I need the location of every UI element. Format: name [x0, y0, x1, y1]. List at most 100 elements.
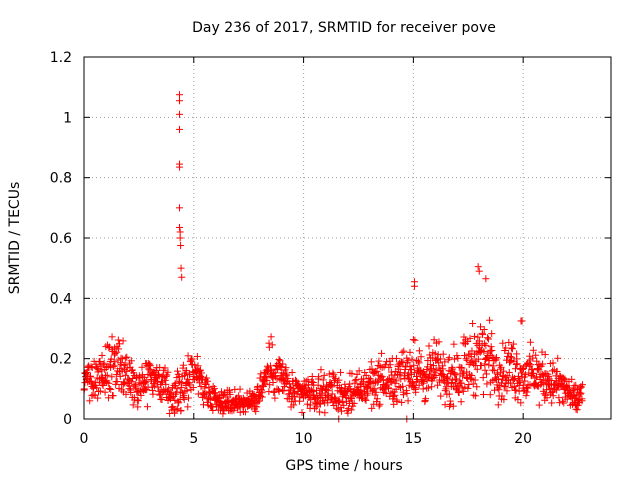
data-point — [122, 354, 130, 362]
data-point — [457, 379, 465, 387]
data-point — [488, 346, 496, 354]
data-point — [336, 398, 344, 406]
data-point — [223, 397, 231, 405]
data-point — [176, 97, 184, 105]
data-point — [361, 369, 369, 377]
data-point — [275, 386, 283, 394]
x-axis: 0 5 10 15 20 — [80, 57, 532, 447]
data-point — [176, 91, 184, 99]
data-point — [578, 397, 586, 405]
data-point — [178, 379, 186, 387]
data-point — [199, 389, 207, 397]
data-point — [98, 373, 106, 381]
data-point — [579, 381, 587, 389]
data-point — [431, 350, 439, 358]
data-point — [436, 355, 444, 363]
data-point — [475, 267, 483, 275]
data-point — [263, 376, 271, 384]
data-point — [156, 391, 164, 399]
data-point — [412, 388, 420, 396]
data-point — [464, 384, 472, 392]
data-point — [463, 356, 471, 364]
data-point — [282, 372, 290, 380]
data-point — [357, 394, 365, 402]
data-point — [121, 371, 129, 379]
data-points — [80, 91, 587, 423]
data-point — [193, 352, 201, 360]
data-point — [364, 389, 372, 397]
data-point — [368, 404, 376, 412]
data-point — [204, 377, 212, 385]
data-point — [489, 366, 497, 374]
data-point — [480, 340, 488, 348]
data-point — [389, 375, 397, 383]
data-point — [184, 352, 192, 360]
data-point — [373, 395, 381, 403]
data-point — [145, 361, 153, 369]
data-point — [510, 382, 518, 390]
data-point — [275, 387, 283, 395]
data-point — [101, 388, 109, 396]
data-point — [179, 361, 187, 369]
data-point — [105, 379, 113, 387]
data-point — [138, 363, 146, 371]
data-point — [489, 362, 497, 370]
data-point — [483, 380, 491, 388]
data-point — [386, 361, 394, 369]
data-point — [133, 396, 141, 404]
data-point — [560, 376, 568, 384]
data-point — [417, 353, 425, 361]
data-point — [399, 391, 407, 399]
data-point — [257, 392, 265, 400]
data-point — [509, 376, 517, 384]
data-point — [535, 366, 543, 374]
data-point — [202, 390, 210, 398]
data-point — [382, 379, 390, 387]
data-point — [508, 345, 516, 353]
data-point — [487, 343, 495, 351]
data-point — [114, 336, 122, 344]
data-point — [397, 375, 405, 383]
x-tick-label: 0 — [80, 431, 89, 447]
data-point — [120, 378, 128, 386]
data-point — [176, 110, 184, 118]
data-point — [325, 370, 333, 378]
data-point — [298, 408, 306, 416]
data-point — [137, 391, 145, 399]
data-point — [458, 364, 466, 372]
data-point — [220, 392, 228, 400]
data-point — [375, 357, 383, 365]
data-point — [448, 363, 456, 371]
data-point — [118, 355, 126, 363]
data-point — [454, 354, 462, 362]
data-point — [98, 367, 106, 375]
data-point — [134, 403, 142, 411]
data-point — [184, 403, 192, 411]
data-point — [548, 399, 556, 407]
data-point — [134, 397, 142, 405]
data-point — [482, 341, 490, 349]
data-point — [545, 375, 553, 383]
data-point — [337, 368, 345, 376]
data-point — [146, 362, 154, 370]
data-point — [267, 333, 275, 341]
data-point — [152, 367, 160, 375]
y-axis-label: SRMTID / TECUs — [7, 182, 23, 295]
data-point — [467, 359, 475, 367]
data-point — [94, 394, 102, 402]
data-point — [162, 380, 170, 388]
data-point — [457, 398, 465, 406]
data-point — [474, 355, 482, 363]
data-point — [426, 361, 434, 369]
data-point — [176, 234, 184, 242]
data-point — [553, 386, 561, 394]
data-point — [495, 386, 503, 394]
data-point — [372, 388, 380, 396]
data-point — [301, 385, 309, 393]
data-point — [414, 357, 422, 365]
data-point — [525, 362, 533, 370]
data-point — [361, 395, 369, 403]
data-point — [530, 369, 538, 377]
data-point — [472, 392, 480, 400]
data-point — [507, 379, 515, 387]
